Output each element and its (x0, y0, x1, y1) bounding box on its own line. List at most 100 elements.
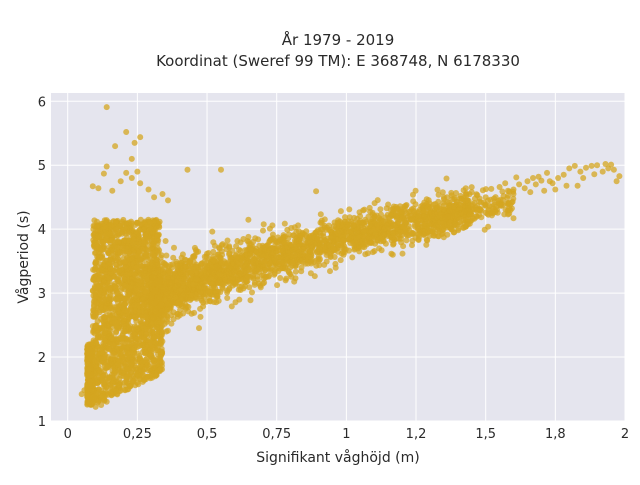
scatter-point (87, 355, 94, 361)
scatter-point (471, 200, 478, 206)
scatter-point (153, 372, 160, 379)
scatter-point (502, 180, 509, 187)
scatter-point (169, 291, 176, 298)
scatter-point (326, 242, 333, 249)
scatter-point (136, 343, 143, 349)
scatter-point (292, 275, 299, 282)
scatter-point (180, 291, 187, 298)
scatter-point (304, 253, 311, 260)
scatter-point (284, 226, 291, 233)
y-tick-label: 5 (38, 159, 46, 174)
scatter-point (434, 204, 441, 211)
scatter-point (448, 226, 455, 233)
scatter-point (136, 366, 143, 373)
scatter-point (412, 187, 419, 194)
scatter-point (141, 267, 148, 274)
scatter-point (316, 257, 322, 264)
scatter-point (419, 228, 426, 235)
scatter-point (563, 182, 570, 189)
scatter-point (421, 199, 428, 206)
scatter-point (142, 309, 149, 316)
scatter-point (95, 254, 102, 261)
scatter-point (134, 277, 141, 283)
scatter-point (142, 331, 149, 338)
scatter-point (219, 284, 226, 291)
scatter-point (378, 234, 385, 241)
scatter-point (92, 289, 99, 296)
scatter-point (262, 274, 269, 281)
scatter-point (272, 258, 279, 265)
scatter-point (538, 177, 545, 184)
scatter-point (105, 230, 112, 237)
scatter-point (552, 186, 559, 193)
scatter-point (150, 358, 157, 364)
scatter-point (214, 263, 221, 270)
scatter-point (266, 225, 273, 232)
scatter-point (367, 208, 374, 215)
scatter-point (159, 191, 166, 197)
scatter-point (100, 350, 106, 357)
scatter-point (196, 325, 202, 332)
scatter-point (307, 270, 314, 277)
scatter-point (123, 169, 130, 176)
scatter-point (94, 218, 100, 225)
scatter-point (453, 190, 459, 196)
scatter-point (190, 281, 196, 288)
scatter-point (163, 252, 170, 259)
scatter-point (421, 213, 428, 220)
scatter-point (133, 295, 140, 302)
scatter-point (221, 275, 228, 282)
scatter-point (156, 293, 163, 300)
scatter-point (546, 178, 553, 185)
scatter-point (206, 261, 213, 268)
scatter-point (247, 297, 254, 304)
scatter-point (151, 253, 158, 259)
scatter-point (95, 332, 102, 339)
scatter-point (129, 312, 136, 319)
chart-title-line2: Koordinat (Sweref 99 TM): E 368748, N 61… (156, 52, 520, 70)
scatter-point (158, 312, 164, 319)
scatter-point (113, 262, 120, 268)
scatter-point (190, 253, 196, 260)
scatter-point (154, 333, 161, 340)
scatter-point (506, 210, 513, 217)
scatter-point (397, 229, 404, 236)
scatter-point (521, 185, 528, 192)
scatter-point (320, 230, 327, 237)
scatter-point (326, 222, 332, 229)
scatter-point (479, 187, 486, 194)
scatter-point (477, 199, 484, 206)
scatter-point (415, 237, 422, 243)
scatter-point (128, 155, 135, 162)
scatter-point (224, 295, 231, 301)
scatter-point (346, 214, 353, 221)
scatter-point (93, 240, 100, 247)
scatter-point (168, 320, 175, 327)
scatter-point (446, 202, 453, 209)
scatter-point (152, 287, 159, 294)
scatter-point (148, 294, 155, 301)
scatter-point (321, 239, 327, 246)
scatter-point (385, 201, 392, 208)
scatter-point (111, 243, 118, 250)
x-tick-label: 1 (342, 427, 350, 442)
scatter-point (115, 308, 122, 315)
scatter-point (102, 268, 108, 275)
scatter-point (399, 250, 406, 257)
scatter-point (346, 206, 353, 213)
scatter-point (203, 298, 210, 305)
scatter-point (605, 165, 612, 172)
x-axis-ticks: 0 0,25 0,5 0,75 1 1,2 1,5 1,8 2 (64, 427, 630, 442)
scatter-point (215, 251, 222, 258)
scatter-point (262, 267, 269, 274)
scatter-point (269, 231, 276, 238)
scatter-point (140, 314, 146, 321)
scatter-point (403, 202, 410, 208)
scatter-point (230, 260, 237, 267)
scatter-point (289, 259, 296, 266)
scatter-point (117, 178, 124, 185)
scatter-point (281, 220, 288, 227)
scatter-point (148, 225, 155, 232)
scatter-point (133, 264, 140, 271)
scatter-point (156, 224, 163, 231)
